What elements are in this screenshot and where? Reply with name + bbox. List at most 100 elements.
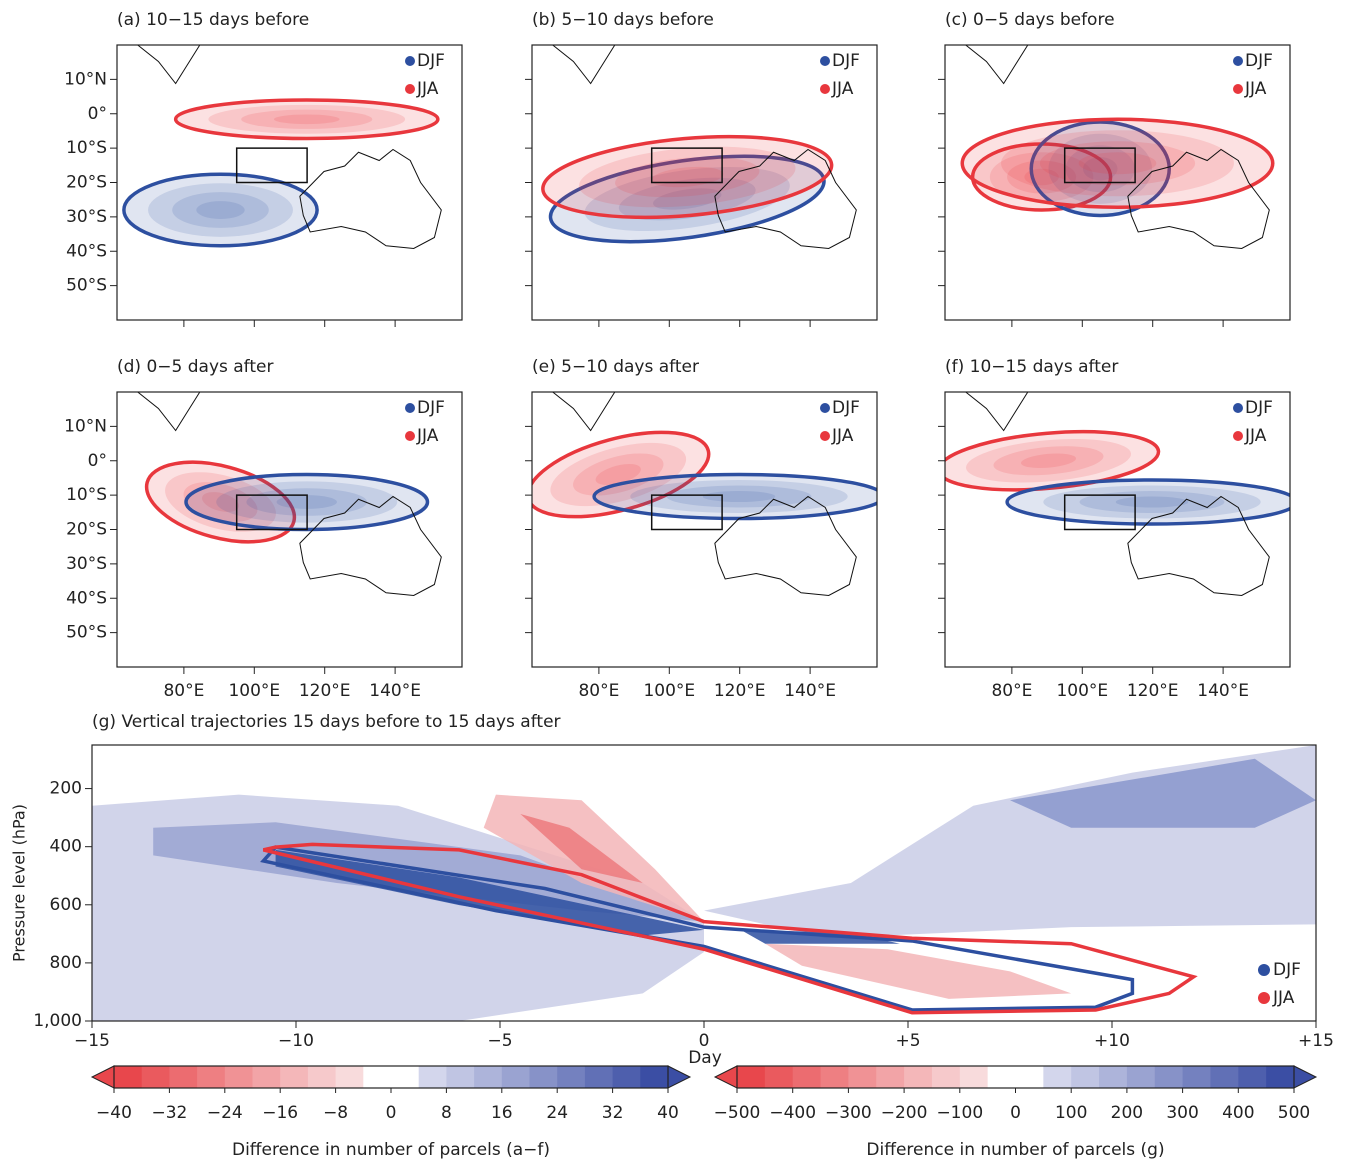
colorbar-tick-label: 500	[1278, 1103, 1310, 1123]
panel-title: (c) 0−5 days before	[945, 10, 1115, 30]
coastline	[137, 45, 201, 85]
colorbar: −40 −32 −24 −16 −8 0 8 16 24 32 40 Difference in nu…	[90, 1065, 692, 1160]
density-contour	[765, 943, 1072, 999]
y-tick-label: 20°S	[66, 520, 107, 540]
y-tick-label: 800	[50, 953, 82, 973]
legend-marker	[820, 56, 830, 66]
density-contour	[945, 431, 1159, 490]
coastline	[1127, 148, 1270, 250]
colorbar-band	[876, 1066, 905, 1088]
legend-marker	[1233, 431, 1243, 441]
map-panel: (b) 5−10 days before DJF JJA	[525, 10, 878, 327]
x-axis-label: Day	[688, 1048, 722, 1068]
colorbar-extend	[667, 1065, 692, 1089]
density-contour	[1039, 141, 1196, 186]
y-tick-label: 40°S	[66, 588, 107, 608]
colorbar-band	[169, 1066, 198, 1088]
coastline	[714, 495, 857, 597]
colorbar-tick-label: −300	[825, 1103, 872, 1123]
legend-marker	[820, 431, 830, 441]
density-contour	[618, 177, 756, 221]
colorbar-band	[640, 1066, 669, 1088]
coastline	[137, 392, 201, 432]
target-box	[235, 147, 308, 184]
y-tick-label: 40°S	[66, 241, 107, 261]
colorbar-tick-label: −100	[936, 1103, 983, 1123]
contour-line	[173, 98, 440, 141]
y-tick-label: 50°S	[66, 276, 107, 296]
target-box	[235, 494, 308, 531]
colorbar-band	[1099, 1066, 1128, 1088]
panel-title: (f) 10−15 days after	[945, 357, 1118, 377]
colorbar-band	[1071, 1066, 1100, 1088]
colorbar-tick-label: −24	[207, 1103, 243, 1123]
y-tick-label: 0°	[88, 451, 107, 471]
x-tick-label: 120°E	[1127, 681, 1179, 701]
colorbar-band	[252, 1066, 281, 1088]
colorbar-tick-label: −32	[151, 1103, 187, 1123]
y-tick-label: 10°S	[66, 485, 107, 505]
coastline	[552, 45, 616, 85]
colorbar-label: Difference in number of parcels (g)	[866, 1140, 1164, 1160]
colorbar-band	[363, 1066, 392, 1088]
colorbar-band	[529, 1066, 558, 1088]
density-contour	[520, 814, 643, 883]
density-contour	[1007, 160, 1077, 194]
legend-label: DJF	[417, 51, 445, 71]
legend-label: DJF	[1273, 960, 1301, 980]
density-contour	[1007, 480, 1290, 524]
density-contour	[241, 109, 373, 129]
density-contour	[666, 485, 812, 508]
colorbar-band	[307, 1066, 337, 1088]
target-box	[1063, 494, 1136, 531]
density-contour	[989, 152, 1094, 202]
coastline	[965, 392, 1029, 432]
y-tick-label: 10°N	[64, 69, 107, 89]
legend-marker	[1258, 964, 1270, 976]
density-contour	[993, 446, 1104, 476]
density-contour	[165, 472, 276, 532]
contour-line	[945, 429, 1161, 492]
map-panel: (a) 10−15 days before 10°N 0° 10°S 20°S 30°S 4…	[64, 10, 463, 327]
colorbar-tick-label: −8	[323, 1103, 348, 1123]
density-contour	[630, 480, 848, 513]
density-contour	[123, 174, 318, 246]
colorbar-band	[114, 1066, 143, 1088]
map-content	[945, 392, 1290, 597]
density-contour	[542, 136, 832, 218]
colorbar-tick-label: 300	[1166, 1103, 1198, 1123]
density-contour	[594, 474, 877, 519]
legend-marker	[1233, 56, 1243, 66]
map-content	[532, 392, 877, 597]
x-tick-label: 80°E	[991, 681, 1032, 701]
density-contour	[653, 188, 722, 210]
density-contour	[965, 438, 1132, 483]
legend-label: JJA	[1272, 988, 1295, 1008]
colorbar-band	[1266, 1066, 1295, 1088]
target-box	[650, 494, 723, 531]
coastline	[714, 148, 857, 250]
density-contour	[1001, 130, 1234, 197]
colorbar-tick-label: −40	[96, 1103, 132, 1123]
legend-label: DJF	[832, 398, 860, 418]
map-panel: (f) 10−15 days after 80°E 100°E 120°E 140°E D…	[938, 357, 1291, 701]
density-contour	[273, 114, 340, 125]
colorbar-band	[280, 1066, 309, 1088]
y-tick-label: 30°S	[66, 207, 107, 227]
colorbar-tick-label: −16	[262, 1103, 298, 1123]
density-contour	[202, 492, 239, 512]
contour-line	[960, 117, 1275, 209]
legend-label: JJA	[416, 426, 439, 446]
x-tick-label: 80°E	[578, 681, 619, 701]
x-tick-label: −5	[487, 1031, 512, 1051]
map-panel: (e) 5−10 days after 80°E 100°E 120°E 140°E DJ…	[525, 357, 878, 701]
colorbar-band	[501, 1066, 530, 1088]
x-tick-label: 100°E	[643, 681, 695, 701]
density-contour	[146, 462, 295, 542]
legend-label: JJA	[831, 79, 854, 99]
legend-marker	[405, 403, 415, 413]
density-contour	[183, 482, 258, 522]
colorbar-band	[1210, 1066, 1239, 1088]
contour-line	[1029, 120, 1171, 218]
density-contour	[550, 442, 687, 507]
